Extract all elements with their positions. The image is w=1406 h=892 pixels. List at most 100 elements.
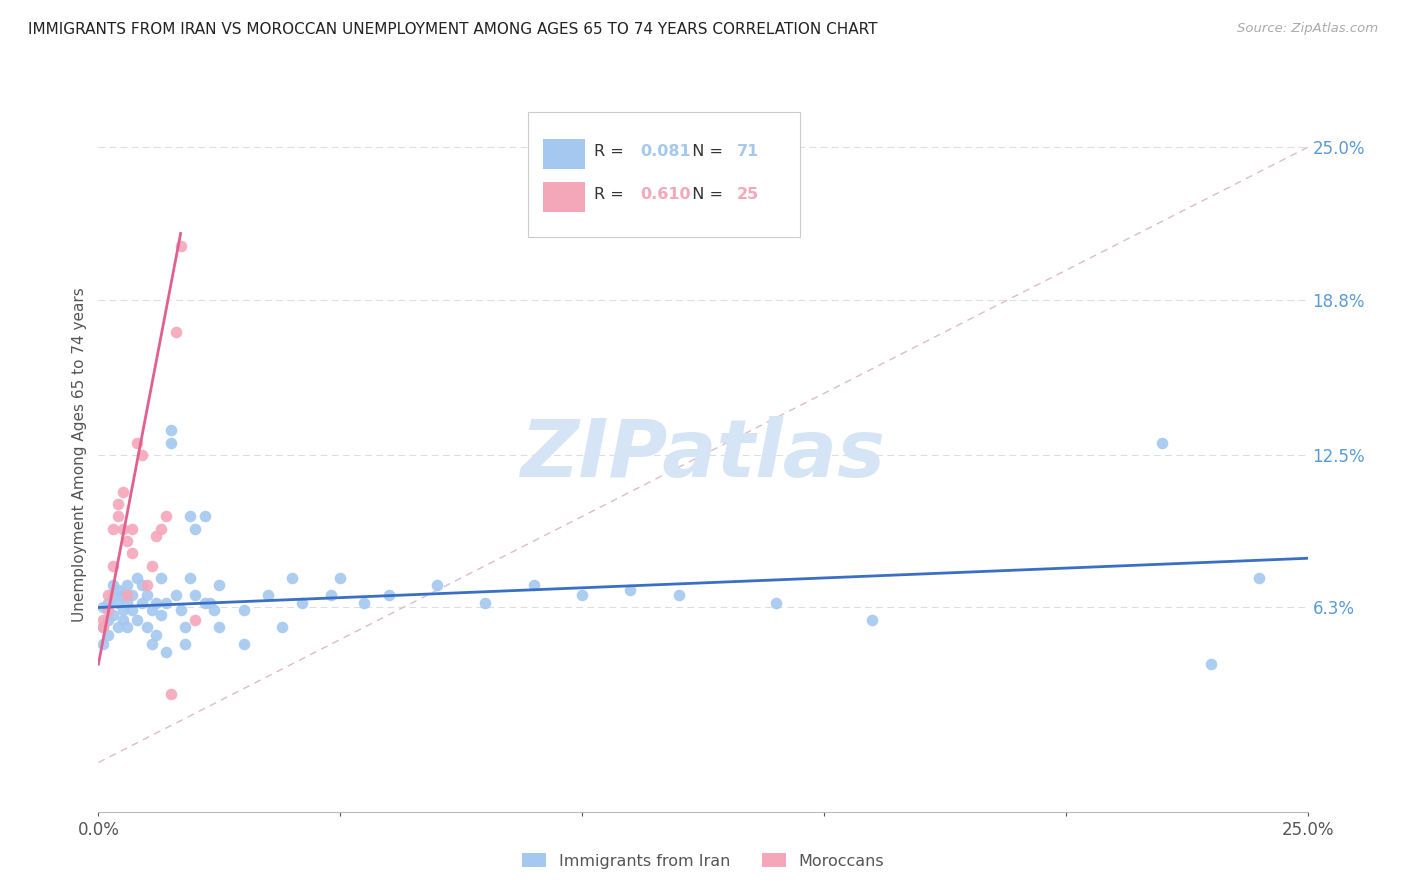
Text: 25: 25 <box>737 187 759 202</box>
Text: Source: ZipAtlas.com: Source: ZipAtlas.com <box>1237 22 1378 36</box>
Point <box>256 588 278 602</box>
Point <box>131 578 153 592</box>
Text: R =: R = <box>595 187 628 202</box>
Text: 71: 71 <box>737 145 759 159</box>
Point <box>232 637 254 651</box>
Point <box>179 571 201 585</box>
Point <box>145 529 167 543</box>
Point <box>135 620 157 634</box>
Point <box>426 578 449 592</box>
Point <box>329 571 352 585</box>
Point <box>160 423 183 437</box>
Point <box>145 627 167 641</box>
Point <box>165 325 187 339</box>
Point <box>208 578 231 592</box>
Point <box>121 588 143 602</box>
Point <box>155 509 177 524</box>
Point <box>169 239 191 253</box>
Point <box>474 596 496 610</box>
Point <box>97 613 120 627</box>
Point <box>169 603 191 617</box>
Text: N =: N = <box>682 145 728 159</box>
Text: 0.610: 0.610 <box>640 187 690 202</box>
Point <box>165 588 187 602</box>
Point <box>127 435 149 450</box>
Text: IMMIGRANTS FROM IRAN VS MOROCCAN UNEMPLOYMENT AMONG AGES 65 TO 74 YEARS CORRELAT: IMMIGRANTS FROM IRAN VS MOROCCAN UNEMPLO… <box>28 22 877 37</box>
Point <box>107 583 129 598</box>
Point <box>97 627 120 641</box>
Point <box>145 596 167 610</box>
Point <box>179 509 201 524</box>
Point <box>111 484 134 499</box>
Point <box>377 588 399 602</box>
Point <box>150 571 173 585</box>
Point <box>91 637 114 651</box>
Point <box>208 620 231 634</box>
Point <box>111 588 134 602</box>
Point <box>271 620 294 634</box>
Point <box>1152 435 1174 450</box>
Point <box>91 613 114 627</box>
Point <box>97 596 120 610</box>
Point <box>281 571 304 585</box>
Point <box>184 522 207 536</box>
FancyBboxPatch shape <box>543 182 585 211</box>
Point <box>117 588 139 602</box>
Point <box>117 620 139 634</box>
Point <box>117 534 139 549</box>
Point <box>107 497 129 511</box>
Point <box>107 620 129 634</box>
Point <box>353 596 375 610</box>
Point <box>117 578 139 592</box>
Point <box>131 448 153 462</box>
Point <box>194 509 217 524</box>
Point <box>141 558 163 573</box>
Point <box>141 637 163 651</box>
Y-axis label: Unemployment Among Ages 65 to 74 years: Unemployment Among Ages 65 to 74 years <box>72 287 87 623</box>
Point <box>91 620 114 634</box>
Point <box>194 596 217 610</box>
Point <box>121 546 143 560</box>
Text: ZIPatlas: ZIPatlas <box>520 416 886 494</box>
Point <box>319 588 342 602</box>
Point <box>131 596 153 610</box>
Point <box>117 596 139 610</box>
Point <box>135 578 157 592</box>
Point <box>107 596 129 610</box>
FancyBboxPatch shape <box>543 139 585 169</box>
Point <box>97 588 120 602</box>
Point <box>101 522 124 536</box>
Point <box>111 603 134 617</box>
Legend: Immigrants from Iran, Moroccans: Immigrants from Iran, Moroccans <box>516 847 890 875</box>
Point <box>198 596 221 610</box>
Point <box>571 588 593 602</box>
Text: R =: R = <box>595 145 628 159</box>
FancyBboxPatch shape <box>527 112 800 237</box>
Point <box>150 607 173 622</box>
Point <box>232 603 254 617</box>
Point <box>91 600 114 615</box>
Text: N =: N = <box>682 187 728 202</box>
Point <box>127 571 149 585</box>
Point <box>111 522 134 536</box>
Point <box>107 509 129 524</box>
Point <box>204 603 226 617</box>
Point <box>135 588 157 602</box>
Point <box>101 588 124 602</box>
Point <box>174 620 197 634</box>
Point <box>523 578 546 592</box>
Point <box>101 558 124 573</box>
Point <box>290 596 312 610</box>
Point <box>668 588 690 602</box>
Point <box>174 637 197 651</box>
Point <box>160 435 183 450</box>
Point <box>155 596 177 610</box>
Text: 0.081: 0.081 <box>640 145 690 159</box>
Point <box>121 603 143 617</box>
Point <box>141 603 163 617</box>
Point <box>127 613 149 627</box>
Point <box>111 613 134 627</box>
Point <box>765 596 787 610</box>
Point <box>91 620 114 634</box>
Point <box>1249 571 1271 585</box>
